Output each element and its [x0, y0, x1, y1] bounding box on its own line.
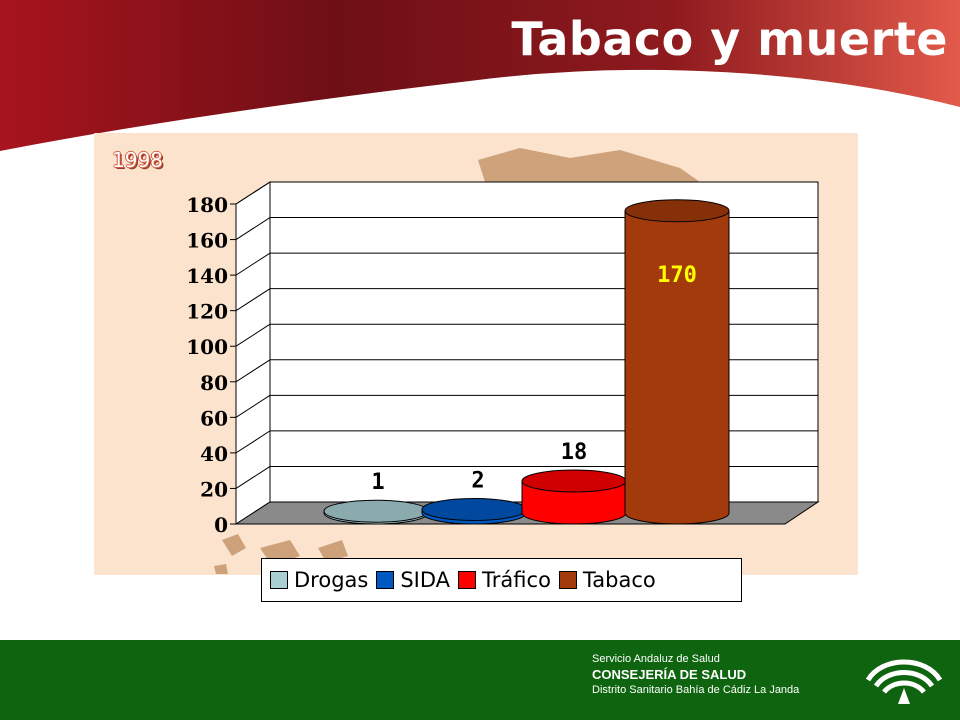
footer-org: Servicio Andaluz de Salud: [592, 653, 720, 665]
footer-text: Servicio Andaluz de Salud CONSEJERÍA DE …: [592, 652, 799, 698]
y-tick-label: 40: [200, 442, 228, 466]
gridline-side: [235, 466, 271, 489]
legend-swatch: [376, 571, 395, 589]
legend-swatch: [458, 571, 477, 589]
legend-label: Drogas: [294, 568, 369, 592]
slide-title: Tabaco y muerte: [511, 12, 948, 66]
year-label: 1998: [112, 148, 163, 172]
legend-label: Tabaco: [582, 568, 656, 592]
junta-andalucia-logo-icon: [865, 659, 943, 704]
gridline-side: [235, 323, 271, 347]
chart-bars: [323, 199, 730, 525]
footer-district: Distrito Sanitario Bahía de Cádiz La Jan…: [592, 684, 800, 696]
y-tick-label: 60: [200, 406, 228, 430]
chart-side-wall: [235, 181, 271, 525]
gridline-side: [235, 430, 271, 454]
chart-legend: Drogas SIDA Tráfico Tabaco: [261, 558, 742, 602]
legend-swatch: [270, 571, 288, 589]
y-tick-label: 80: [200, 371, 228, 395]
bar-top: [323, 499, 429, 523]
y-tick-label: 20: [200, 477, 228, 501]
bar-tráfico: [521, 469, 627, 525]
data-label-tabaco: 170: [657, 263, 697, 288]
y-tick-label: 160: [186, 229, 228, 253]
bar-top: [521, 469, 627, 493]
footer-bar: Servicio Andaluz de Salud CONSEJERÍA DE …: [0, 640, 960, 720]
gridline-side: [235, 359, 271, 383]
legend-item-drogas: Drogas: [270, 568, 368, 592]
bar-top: [624, 199, 730, 223]
y-tick-label: 120: [186, 300, 228, 324]
y-tick-label: 140: [186, 264, 228, 288]
chart-labels: 0 20 40 60 80 100 120 140 160 180 1 2 18 170: [186, 193, 697, 537]
gridline-side: [235, 181, 271, 205]
legend-label: SIDA: [400, 568, 451, 592]
legend-item-sida: SIDA: [376, 568, 450, 592]
y-tick-label: 180: [186, 193, 228, 217]
y-tick-label: 100: [186, 335, 228, 359]
gridline-side: [235, 252, 271, 276]
bar-body: [521, 480, 627, 525]
chart-axes: [230, 181, 820, 525]
bar-sida: [421, 497, 527, 525]
bar-body: [624, 210, 730, 525]
gridline-side: [235, 217, 271, 240]
footer-dept: CONSEJERÍA DE SALUD: [592, 667, 747, 682]
bar-top: [421, 497, 527, 521]
legend-swatch: [558, 571, 577, 589]
y-tick-label: 0: [214, 513, 228, 537]
data-label-drogas: 1: [371, 470, 384, 495]
gridline-side: [235, 288, 271, 312]
chart-back-wall: [269, 181, 819, 503]
header-banner: [0, 0, 960, 153]
bar-drogas: [323, 499, 429, 525]
data-label-tráfico: 18: [561, 440, 588, 465]
legend-item-trafico: Tráfico: [458, 568, 551, 592]
gridline-side: [235, 394, 271, 418]
data-label-sida: 2: [471, 468, 484, 493]
legend-item-tabaco: Tabaco: [558, 568, 656, 592]
legend-label: Tráfico: [482, 568, 551, 592]
bar-tabaco: [624, 199, 730, 525]
